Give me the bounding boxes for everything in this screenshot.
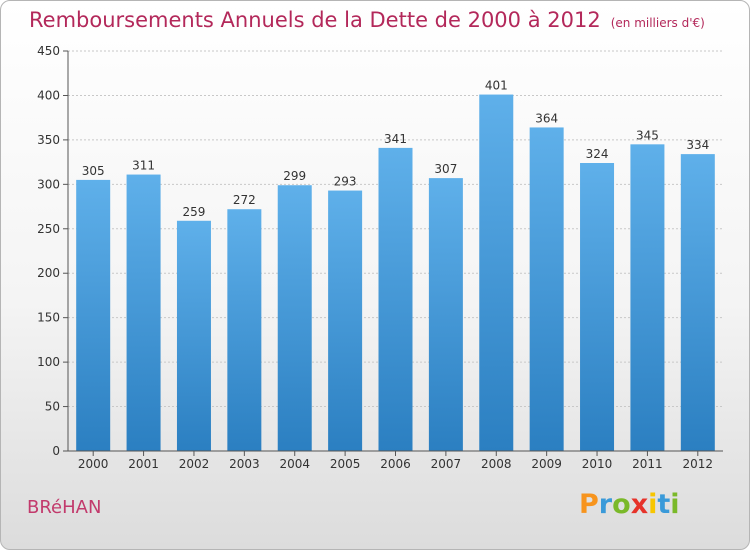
y-tick-label: 250 [37,222,60,236]
data-label: 334 [686,138,709,152]
y-tick-label: 400 [37,88,60,102]
chart-title-text: Remboursements Annuels de la Dette de 20… [29,8,601,32]
y-tick-label: 200 [37,266,60,280]
bar [630,144,665,452]
data-label: 364 [535,111,558,125]
x-tick-label: 2005 [330,457,361,471]
data-label: 299 [283,169,306,183]
x-tick-label: 2012 [683,457,714,471]
bar [479,94,514,452]
y-tick-label: 150 [37,311,60,325]
x-tick-label: 2006 [380,457,411,471]
y-tick-label: 50 [45,400,60,414]
x-tick-label: 2010 [582,457,613,471]
x-tick-label: 2009 [531,457,562,471]
y-tick-label: 350 [37,133,60,147]
x-tick-label: 2007 [431,457,462,471]
bar [428,178,463,451]
data-label: 401 [485,79,508,93]
logo-letter: P [579,489,599,520]
data-label: 307 [434,162,457,176]
data-label: 259 [183,205,206,219]
data-label: 345 [636,128,659,142]
data-label: 341 [384,132,407,146]
bar [328,190,363,452]
logo-letter: r [598,489,613,520]
data-label: 311 [132,159,155,173]
bar [580,163,615,451]
bar [277,185,312,451]
x-tick-label: 2001 [128,457,159,471]
bar [176,220,211,451]
logo-letter: o [612,489,631,520]
bar [378,147,413,451]
city-name: BRéHAN [27,497,102,518]
logo-letter: t [657,489,671,520]
data-label: 293 [334,175,357,189]
logo-letter: i [670,489,680,520]
y-tick-label: 450 [37,44,60,58]
bar-layer [76,94,715,452]
bar [76,179,111,451]
y-tick-label: 100 [37,355,60,369]
data-label: 324 [586,147,609,161]
x-tick-label: 2011 [632,457,663,471]
bar [529,127,564,451]
bar [126,174,161,452]
x-tick-label: 2004 [279,457,310,471]
proxiti-logo: Proxiti [579,489,680,520]
data-label: 272 [233,193,256,207]
data-label: 305 [82,164,105,178]
logo-letter: i [648,489,658,520]
x-tick-label: 2002 [179,457,210,471]
x-tick-label: 2008 [481,457,512,471]
axis-layer: 0 50 100 150 200 250 300 350 400 450 305 2000 311 200… [37,44,723,471]
chart-subtitle: (en milliers d'€) [610,16,705,30]
y-tick-label: 0 [52,444,60,458]
chart-title: Remboursements Annuels de la Dette de 20… [29,8,705,32]
bar [227,209,262,451]
bar [680,154,715,451]
logo-letter: x [630,489,649,520]
x-tick-label: 2003 [229,457,260,471]
x-tick-label: 2000 [78,457,109,471]
y-tick-label: 300 [37,177,60,191]
